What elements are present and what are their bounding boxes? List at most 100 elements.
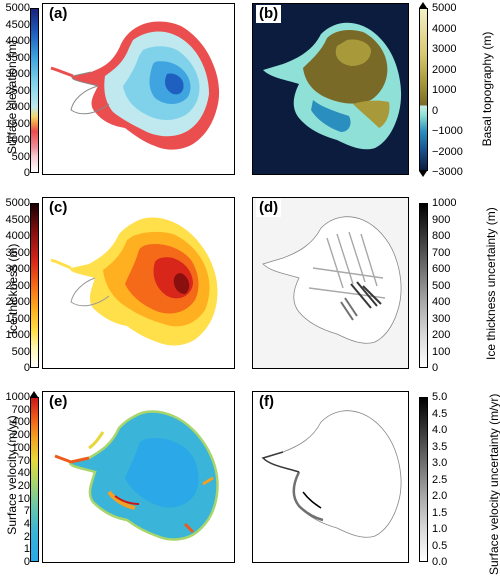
tick-label: 400: [432, 296, 451, 308]
colorbar-velocity-uncertainty: [419, 397, 428, 562]
panel-label-a: (a): [46, 5, 71, 23]
tick-label: 2000: [5, 296, 30, 308]
colorbar-label-b: Basal topography (m): [480, 31, 494, 147]
colorbar-label-f: Surface velocity uncertainty (m/yr): [487, 393, 500, 575]
tick-label: 20: [17, 479, 30, 492]
colorbar-max-arrow-e: [30, 391, 38, 397]
tick-label: 70: [17, 454, 30, 467]
map-frame-e: (e): [42, 391, 235, 563]
panel-label-e: (e): [46, 393, 71, 411]
map-ice-thickness: [50, 217, 218, 346]
tick-label: 3500: [5, 246, 30, 259]
tick-label: 1: [23, 543, 30, 556]
tick-label: 1.0: [432, 523, 448, 535]
tick-label: 2500: [5, 279, 30, 292]
tick-label: 900: [432, 213, 451, 226]
tick-label: 0: [23, 167, 30, 179]
colorbar-thickness-uncertainty: [419, 203, 428, 368]
map-basal-topography: [263, 22, 402, 150]
tick-label: 0: [432, 104, 439, 117]
panel-label-c: (c): [46, 199, 71, 217]
map-frame-c: (c): [42, 197, 235, 369]
panel-label-b: (b): [256, 5, 282, 23]
colorbar-ticks-d: 1000 900 800 700 600 500 400 300 200 100…: [432, 195, 472, 375]
tick-label: 700: [432, 246, 451, 259]
tick-label: 5000: [432, 2, 457, 14]
tick-label: 1000: [5, 329, 30, 341]
tick-label: 700: [11, 403, 30, 416]
tick-label: 10: [17, 492, 30, 505]
tick-label: 600: [432, 263, 451, 275]
tick-label: 5000: [5, 2, 30, 14]
tick-label: 2.0: [432, 490, 448, 502]
tick-label: −2000: [432, 145, 463, 158]
colorbar-ticks-e: 1000 700 400 200 100 70 40 20 10 7 4 2 1…: [0, 389, 30, 569]
tick-label: 800: [432, 230, 451, 242]
tick-label: 1500: [5, 312, 30, 325]
tick-label: 100: [11, 441, 30, 454]
map-frame-d: (d): [252, 197, 409, 369]
tick-label: 4000: [432, 22, 457, 35]
tick-label: 4000: [5, 35, 30, 47]
tick-label: 0.0: [432, 556, 448, 568]
tick-label: 1500: [5, 117, 30, 130]
tick-label: 3000: [432, 43, 457, 55]
panel-label-f: (f): [256, 393, 277, 411]
tick-label: 3000: [5, 68, 30, 80]
tick-label: 300: [432, 312, 451, 325]
tick-label: 4500: [5, 213, 30, 226]
tick-label: −3000: [432, 166, 463, 178]
tick-label: 1.5: [432, 506, 448, 519]
tick-label: 0.5: [432, 539, 448, 552]
colorbar-ticks-b: 5000 4000 3000 2000 1000 0 −1000 −2000 −…: [432, 0, 472, 180]
tick-label: 4.0: [432, 424, 448, 436]
tick-label: 3000: [5, 263, 30, 275]
tick-label: 0: [432, 362, 439, 374]
colorbar-ticks-c: 5000 4500 4000 3500 3000 2500 2000 1500 …: [0, 195, 30, 375]
tick-label: 500: [432, 279, 451, 292]
tick-label: 2.5: [432, 473, 448, 486]
colorbar-max-arrow-b: [419, 2, 427, 8]
tick-label: 2: [23, 530, 30, 543]
tick-label: 2000: [5, 101, 30, 113]
tick-label: 1000: [432, 197, 457, 209]
tick-label: 4500: [5, 18, 30, 31]
panel-label-d: (d): [256, 199, 282, 217]
tick-label: 500: [11, 150, 30, 163]
tick-label: 4: [23, 518, 30, 530]
map-surface-velocity: [54, 410, 219, 541]
map-surface-elevation: [50, 21, 220, 150]
colorbar-ticks-f: 5.0 4.5 4.0 3.5 3.0 2.5 2.0 1.5 1.0 0.5 …: [432, 389, 472, 569]
map-frame-a: (a): [42, 3, 235, 175]
tick-label: 3.5: [432, 440, 448, 453]
tick-label: 7: [23, 505, 30, 518]
tick-label: 1000: [5, 134, 30, 146]
tick-label: 0: [23, 362, 30, 374]
tick-label: 200: [432, 329, 451, 341]
map-frame-b: (b): [252, 3, 409, 175]
tick-label: 4000: [5, 230, 30, 242]
tick-label: 400: [11, 416, 30, 429]
tick-label: 5000: [5, 197, 30, 209]
tick-label: 3500: [5, 51, 30, 64]
tick-label: 0: [23, 556, 30, 568]
tick-label: 3.0: [432, 457, 448, 469]
map-thickness-uncertainty: [262, 216, 402, 344]
colorbar-thickness: [30, 203, 39, 368]
tick-label: 2500: [5, 84, 30, 97]
colorbar-min-arrow-b: [419, 171, 427, 177]
colorbar-label-d: Ice thickness uncertainty (m): [484, 207, 498, 360]
tick-label: 100: [432, 345, 451, 358]
tick-label: 500: [11, 345, 30, 358]
tick-label: 5.0: [432, 391, 448, 403]
tick-label: −1000: [432, 125, 463, 137]
colorbar-topography: [419, 8, 428, 171]
tick-label: 40: [17, 467, 30, 480]
tick-label: 1000: [5, 391, 30, 403]
colorbar-elevation: [30, 8, 39, 173]
tick-label: 4.5: [432, 407, 448, 420]
colorbar-ticks-a: 5000 4500 4000 3500 3000 2500 2000 1500 …: [0, 0, 30, 180]
colorbar-velocity: [30, 397, 39, 562]
tick-label: 2000: [432, 63, 457, 76]
map-velocity-uncertainty: [261, 410, 402, 538]
